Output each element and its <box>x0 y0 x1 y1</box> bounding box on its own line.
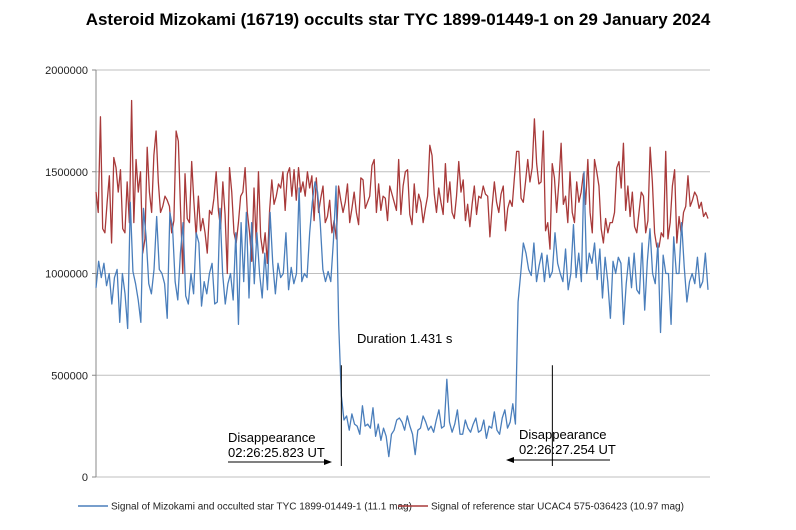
legend-label-reference: Signal of reference star UCAC4 575-03642… <box>431 502 684 513</box>
reappearance-arrowhead <box>506 457 514 463</box>
duration-annotation: Duration 1.431 s <box>357 331 453 346</box>
legend: Signal of Mizokami and occulted star TYC… <box>78 502 684 513</box>
y-tick-label-2: 1000000 <box>45 269 88 281</box>
series-lines <box>95 99 709 458</box>
y-tick-label-1: 500000 <box>51 370 88 382</box>
annotations: Duration 1.431 s Disappearance 02:26:25.… <box>228 331 616 466</box>
series-line-reference <box>95 99 709 275</box>
reappearance-label: Disappearance <box>519 427 606 442</box>
disappearance-time: 02:26:25.823 UT <box>228 445 325 460</box>
chart-title: Asteroid Mizokami (16719) occults star T… <box>85 10 711 29</box>
legend-label-target: Signal of Mizokami and occulted star TYC… <box>111 502 412 513</box>
series-line-target <box>95 171 709 458</box>
y-tick-label-3: 1500000 <box>45 167 88 179</box>
y-tick-label-4: 2000000 <box>45 65 88 77</box>
grid-lines <box>96 69 710 478</box>
reappearance-time: 02:26:27.254 UT <box>519 442 616 457</box>
disappearance-arrowhead <box>324 459 332 465</box>
y-tick-label-0: 0 <box>82 472 88 484</box>
axis: 0 500000 1000000 1500000 2000000 <box>45 65 97 484</box>
disappearance-label: Disappearance <box>228 430 315 445</box>
